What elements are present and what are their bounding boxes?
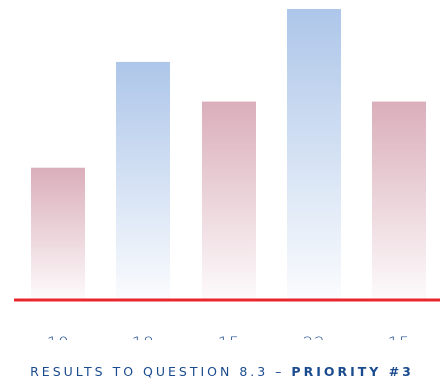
- caption-prefix: RESULTS TO QUESTION 8.3 –: [30, 364, 292, 379]
- caption-emphasis: PRIORITY #3: [291, 364, 414, 379]
- bar-2: [116, 61, 170, 301]
- bar-1: [31, 167, 85, 300]
- bars-group: [31, 9, 426, 301]
- value-label-1: 10: [47, 334, 70, 340]
- value-label-5: 15: [388, 334, 411, 340]
- bar-3: [202, 101, 256, 300]
- bar-4: [287, 9, 341, 300]
- value-label-3: 15: [218, 334, 241, 340]
- bar-chart: 10 18 15 22 15: [14, 9, 440, 340]
- value-label-4: 22: [303, 334, 326, 340]
- bar-5: [372, 101, 426, 300]
- value-labels-group: 10 18 15 22 15: [47, 334, 411, 340]
- value-label-2: 18: [132, 334, 155, 340]
- chart-caption: RESULTS TO QUESTION 8.3 – PRIORITY #3: [0, 364, 444, 379]
